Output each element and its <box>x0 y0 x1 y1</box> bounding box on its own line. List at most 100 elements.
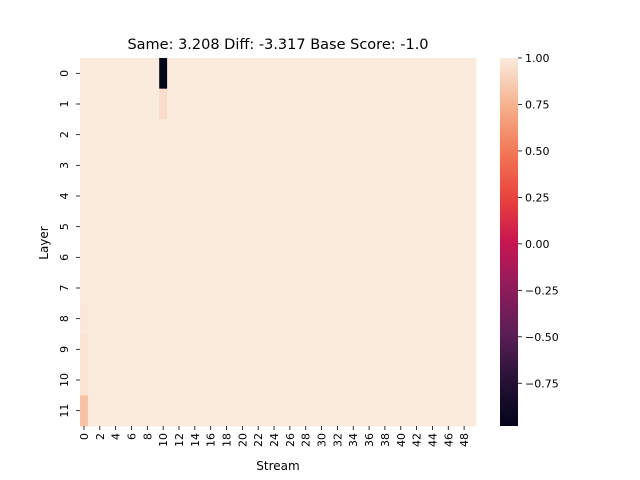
heatmap-cell <box>452 242 461 274</box>
heatmap-cell <box>214 272 223 304</box>
heatmap-cell <box>103 364 113 396</box>
heatmap-cell <box>412 58 421 90</box>
heatmap-cell <box>365 242 374 274</box>
heatmap-cell <box>119 211 128 243</box>
heatmap-cell <box>396 334 406 366</box>
heatmap-cell <box>270 364 279 396</box>
heatmap-cell <box>468 88 477 120</box>
heatmap-cell <box>452 119 461 151</box>
heatmap-cell <box>159 242 168 274</box>
heatmap-cell <box>404 303 414 335</box>
heatmap-cell <box>190 180 200 212</box>
heatmap-cell <box>230 364 239 396</box>
heatmap-cell <box>111 211 120 243</box>
heatmap-cell <box>206 58 216 90</box>
heatmap-cell <box>341 88 350 120</box>
heatmap-cell <box>325 180 334 212</box>
x-tick-label: 14 <box>189 433 202 447</box>
heatmap-cell <box>182 180 192 212</box>
heatmap-cell <box>246 150 255 182</box>
heatmap-cell <box>380 150 390 182</box>
heatmap-cell <box>246 364 255 396</box>
heatmap-cell <box>214 242 223 274</box>
heatmap-cell <box>190 58 200 90</box>
heatmap-cell <box>198 395 208 427</box>
heatmap-cell <box>214 58 223 90</box>
heatmap-cell <box>460 334 469 366</box>
heatmap-cell <box>151 88 160 120</box>
heatmap-cell <box>270 242 279 274</box>
heatmap-cell <box>404 334 414 366</box>
x-tick-label: 22 <box>252 433 265 447</box>
heatmap-cell <box>182 303 192 335</box>
heatmap-cell <box>396 211 406 243</box>
heatmap-cell <box>460 211 469 243</box>
heatmap-cell <box>222 395 231 427</box>
heatmap-cell <box>436 272 445 304</box>
heatmap-cell <box>333 180 342 212</box>
heatmap-cell <box>238 303 247 335</box>
heatmap-cell <box>151 364 160 396</box>
x-tick-label: 6 <box>125 433 138 440</box>
heatmap-cell <box>111 150 120 182</box>
heatmap-cell <box>380 119 390 151</box>
heatmap-cell <box>452 272 461 304</box>
heatmap-cell <box>444 272 453 304</box>
heatmap-cell <box>182 88 192 120</box>
heatmap-cell <box>349 150 358 182</box>
heatmap-cell <box>80 119 89 151</box>
heatmap-cell <box>325 88 334 120</box>
heatmap-cell <box>373 119 382 151</box>
heatmap-cell <box>143 211 152 243</box>
heatmap-cell <box>444 242 453 274</box>
heatmap-cell <box>143 395 152 427</box>
heatmap-cell <box>341 211 350 243</box>
heatmap-cell <box>190 272 200 304</box>
heatmap-cell <box>206 334 216 366</box>
heatmap-cell <box>436 303 445 335</box>
heatmap-cell <box>468 150 477 182</box>
heatmap-cell <box>80 58 89 90</box>
heatmap-cell <box>460 180 469 212</box>
heatmap-cell <box>198 180 208 212</box>
heatmap-cell <box>254 180 263 212</box>
heatmap-cell <box>198 303 208 335</box>
heatmap-cell <box>380 364 390 396</box>
heatmap-cell <box>270 211 279 243</box>
heatmap-cell <box>111 242 120 274</box>
heatmap-cell <box>468 303 477 335</box>
heatmap-cell <box>285 58 295 90</box>
heatmap-cell <box>420 211 429 243</box>
heatmap-cell <box>436 364 445 396</box>
heatmap-cell <box>380 303 390 335</box>
heatmap-cell <box>373 180 382 212</box>
heatmap-cell <box>428 180 437 212</box>
heatmap-cell <box>119 334 128 366</box>
heatmap-cell <box>135 119 144 151</box>
heatmap-cell <box>349 211 358 243</box>
heatmap-cell <box>167 180 176 212</box>
heatmap-cell <box>119 150 128 182</box>
heatmap-cell <box>333 395 342 427</box>
heatmap-cell <box>293 180 303 212</box>
heatmap-cell <box>119 119 128 151</box>
heatmap-cell <box>230 242 239 274</box>
heatmap-cell <box>317 395 326 427</box>
heatmap-cell <box>317 119 326 151</box>
heatmap-cell <box>254 88 263 120</box>
heatmap-cell <box>127 180 136 212</box>
heatmap-cell <box>365 58 374 90</box>
heatmap-cell <box>333 119 342 151</box>
heatmap-cell <box>404 150 414 182</box>
heatmap-cell <box>238 150 247 182</box>
heatmap-cell <box>293 272 303 304</box>
y-tick-label: 3 <box>58 162 71 169</box>
heatmap-cell <box>452 211 461 243</box>
heatmap-cell <box>143 58 152 90</box>
heatmap-cell <box>285 88 295 120</box>
heatmap-cell <box>357 242 366 274</box>
heatmap-cell <box>293 150 303 182</box>
heatmap-cell <box>135 242 144 274</box>
heatmap-cell <box>301 150 311 182</box>
heatmap-cell <box>452 150 461 182</box>
